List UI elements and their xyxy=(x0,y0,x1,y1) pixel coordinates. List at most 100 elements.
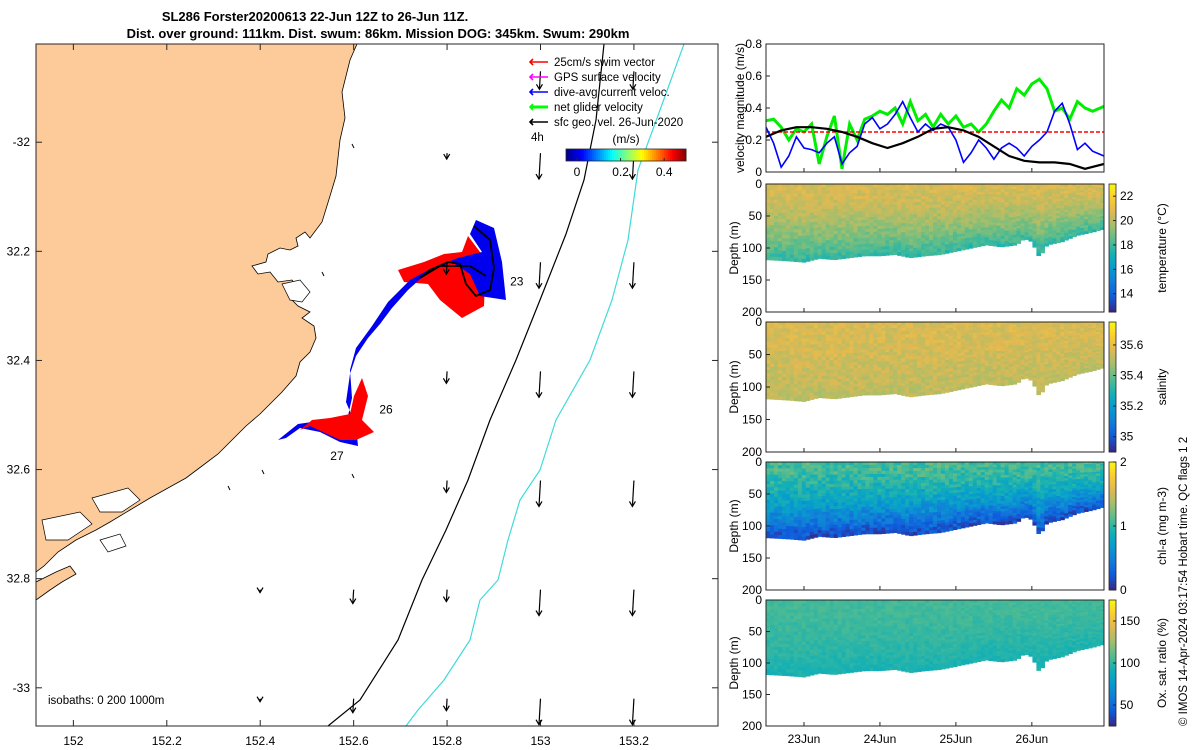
section-colorbar-segment xyxy=(1109,558,1116,562)
section-colorbar-segment xyxy=(1109,465,1116,469)
colorbar-segment xyxy=(644,149,647,161)
legend-item: sfc geo. vel. 26-Jun-2020 xyxy=(528,117,683,129)
time-xtick-label: 25Jun xyxy=(940,732,973,746)
colorbar-segment xyxy=(646,149,649,161)
geo-velocity-arrow xyxy=(443,153,451,161)
section-colorbar-segment xyxy=(1109,570,1116,575)
section-ytick-label: 50 xyxy=(749,209,763,223)
section-colorbar-segment xyxy=(1109,338,1116,342)
section-colorbar-tick-label: 35.2 xyxy=(1120,399,1144,413)
legend-arrowhead xyxy=(528,103,534,111)
section-colorbar-segment xyxy=(1109,196,1116,201)
section-colorbar-segment xyxy=(1109,187,1116,191)
colorbar-frame xyxy=(565,148,687,162)
section-colorbar-segment xyxy=(1109,222,1116,227)
section-colorbar-tick-label: 150 xyxy=(1120,614,1140,628)
section-colorbar-segment xyxy=(1109,669,1116,673)
section-ytick-label: 100 xyxy=(742,241,762,255)
section-colorbar-segment xyxy=(1109,640,1116,645)
section-ylabel: Depth (m) xyxy=(727,636,741,689)
legend-item: GPS surface velocity xyxy=(528,72,661,84)
section-colorbar-segment xyxy=(1109,426,1116,430)
colorbar-segment xyxy=(666,149,669,161)
colorbar-segment xyxy=(684,149,687,161)
panel-frame xyxy=(765,43,1105,173)
section-colorbar-label: chl-a (mg m-3) xyxy=(1155,487,1169,565)
legend-arrowhead xyxy=(528,118,534,126)
section-colorbar-segment xyxy=(1109,478,1116,482)
section-field xyxy=(766,322,1104,402)
section-colorbar-segment xyxy=(1109,612,1116,617)
section-field xyxy=(766,600,1104,678)
geo-velocity-arrow xyxy=(535,153,543,181)
colorbar-tick-label: 0.2 xyxy=(612,165,629,179)
section-colorbar-tick-label: 0 xyxy=(1120,583,1127,597)
section-colorbar-segment xyxy=(1109,184,1116,188)
legend-arrowhead xyxy=(528,88,534,96)
section-colorbar-segment xyxy=(1109,600,1116,604)
section-colorbar-segment xyxy=(1109,622,1116,626)
section-colorbar-segment xyxy=(1109,409,1116,414)
colorbar-segment xyxy=(654,149,657,161)
section-colorbar-segment xyxy=(1109,538,1116,543)
section-colorbar-label: salinity xyxy=(1155,369,1169,406)
colorbar-segment xyxy=(670,149,673,161)
section-colorbar-segment xyxy=(1109,270,1116,275)
map-panel: 152 152.2 152.4 152.6 152.8 153 153.2 -32 32.2 3… xyxy=(7,43,719,748)
legend-label: GPS surface velocity xyxy=(554,72,661,84)
section-colorbar-label: Ox. sat. ratio (%) xyxy=(1155,618,1169,708)
section-colorbar-segment xyxy=(1109,292,1116,297)
day-label: 23 xyxy=(510,274,524,288)
island-mark xyxy=(261,469,265,475)
section-colorbar-segment xyxy=(1109,618,1116,623)
section-colorbar-segment xyxy=(1109,228,1116,233)
colorbar-segment xyxy=(674,149,677,161)
section-colorbar-tick-label: 14 xyxy=(1120,287,1134,301)
colorbar-segment xyxy=(638,149,641,161)
section-ylabel: Depth (m) xyxy=(727,221,741,274)
section-colorbar-segment xyxy=(1109,241,1116,246)
colorbar-segment xyxy=(640,149,643,161)
section-colorbar-segment xyxy=(1109,474,1116,479)
section-colorbar-segment xyxy=(1109,535,1116,540)
geo-velocity-arrow xyxy=(535,262,543,290)
colorbar-segment xyxy=(632,149,635,161)
section-colorbar-segment xyxy=(1109,289,1116,294)
section-ytick-label: 100 xyxy=(742,656,762,670)
section-ytick-label: 0 xyxy=(755,593,762,607)
colorbar-segment xyxy=(652,149,655,161)
section-colorbar-segment xyxy=(1109,532,1116,537)
section-colorbar-segment xyxy=(1109,442,1116,446)
section-colorbar-segment xyxy=(1109,510,1116,514)
legend-item: 25cm/s swim vector xyxy=(528,57,655,69)
section-colorbar-segment xyxy=(1109,710,1116,714)
section-colorbar-segment xyxy=(1109,700,1116,705)
colorbar-segment xyxy=(570,149,573,161)
colorbar-segment xyxy=(648,149,651,161)
isobaths-label: isobaths: 0 200 1000m xyxy=(48,695,164,707)
map-xtick-label: 152.6 xyxy=(339,734,369,748)
velocity-series-line xyxy=(766,99,1104,170)
colorbar-tick-label: 0.4 xyxy=(656,165,673,179)
section-colorbar-segment xyxy=(1109,481,1116,485)
map-xtick-label: 152 xyxy=(63,734,83,748)
island-mark xyxy=(351,473,355,479)
colorbar-segment xyxy=(672,149,675,161)
section-ytick-label: 0 xyxy=(755,315,762,329)
section-colorbar-segment xyxy=(1109,302,1116,307)
section-colorbar-segment xyxy=(1109,267,1116,271)
colorbar-segment xyxy=(612,149,615,161)
swim-vectors-south xyxy=(300,378,374,440)
section-colorbar-segment xyxy=(1109,328,1116,333)
velocity-series-line xyxy=(766,77,1104,170)
map-xtick-label: 152.2 xyxy=(152,734,182,748)
colorbar-segment xyxy=(658,149,661,161)
colorbar-segment xyxy=(634,149,637,161)
colorbar-segment xyxy=(584,149,587,161)
geo-velocity-arrow xyxy=(535,698,543,726)
colorbar-segment xyxy=(668,149,671,161)
section-panel-3: 0 1 2 chl-a (mg m-3) 0 50 100 150 200 Depth (m) xyxy=(727,455,1169,597)
section-colorbar-segment xyxy=(1109,206,1116,211)
